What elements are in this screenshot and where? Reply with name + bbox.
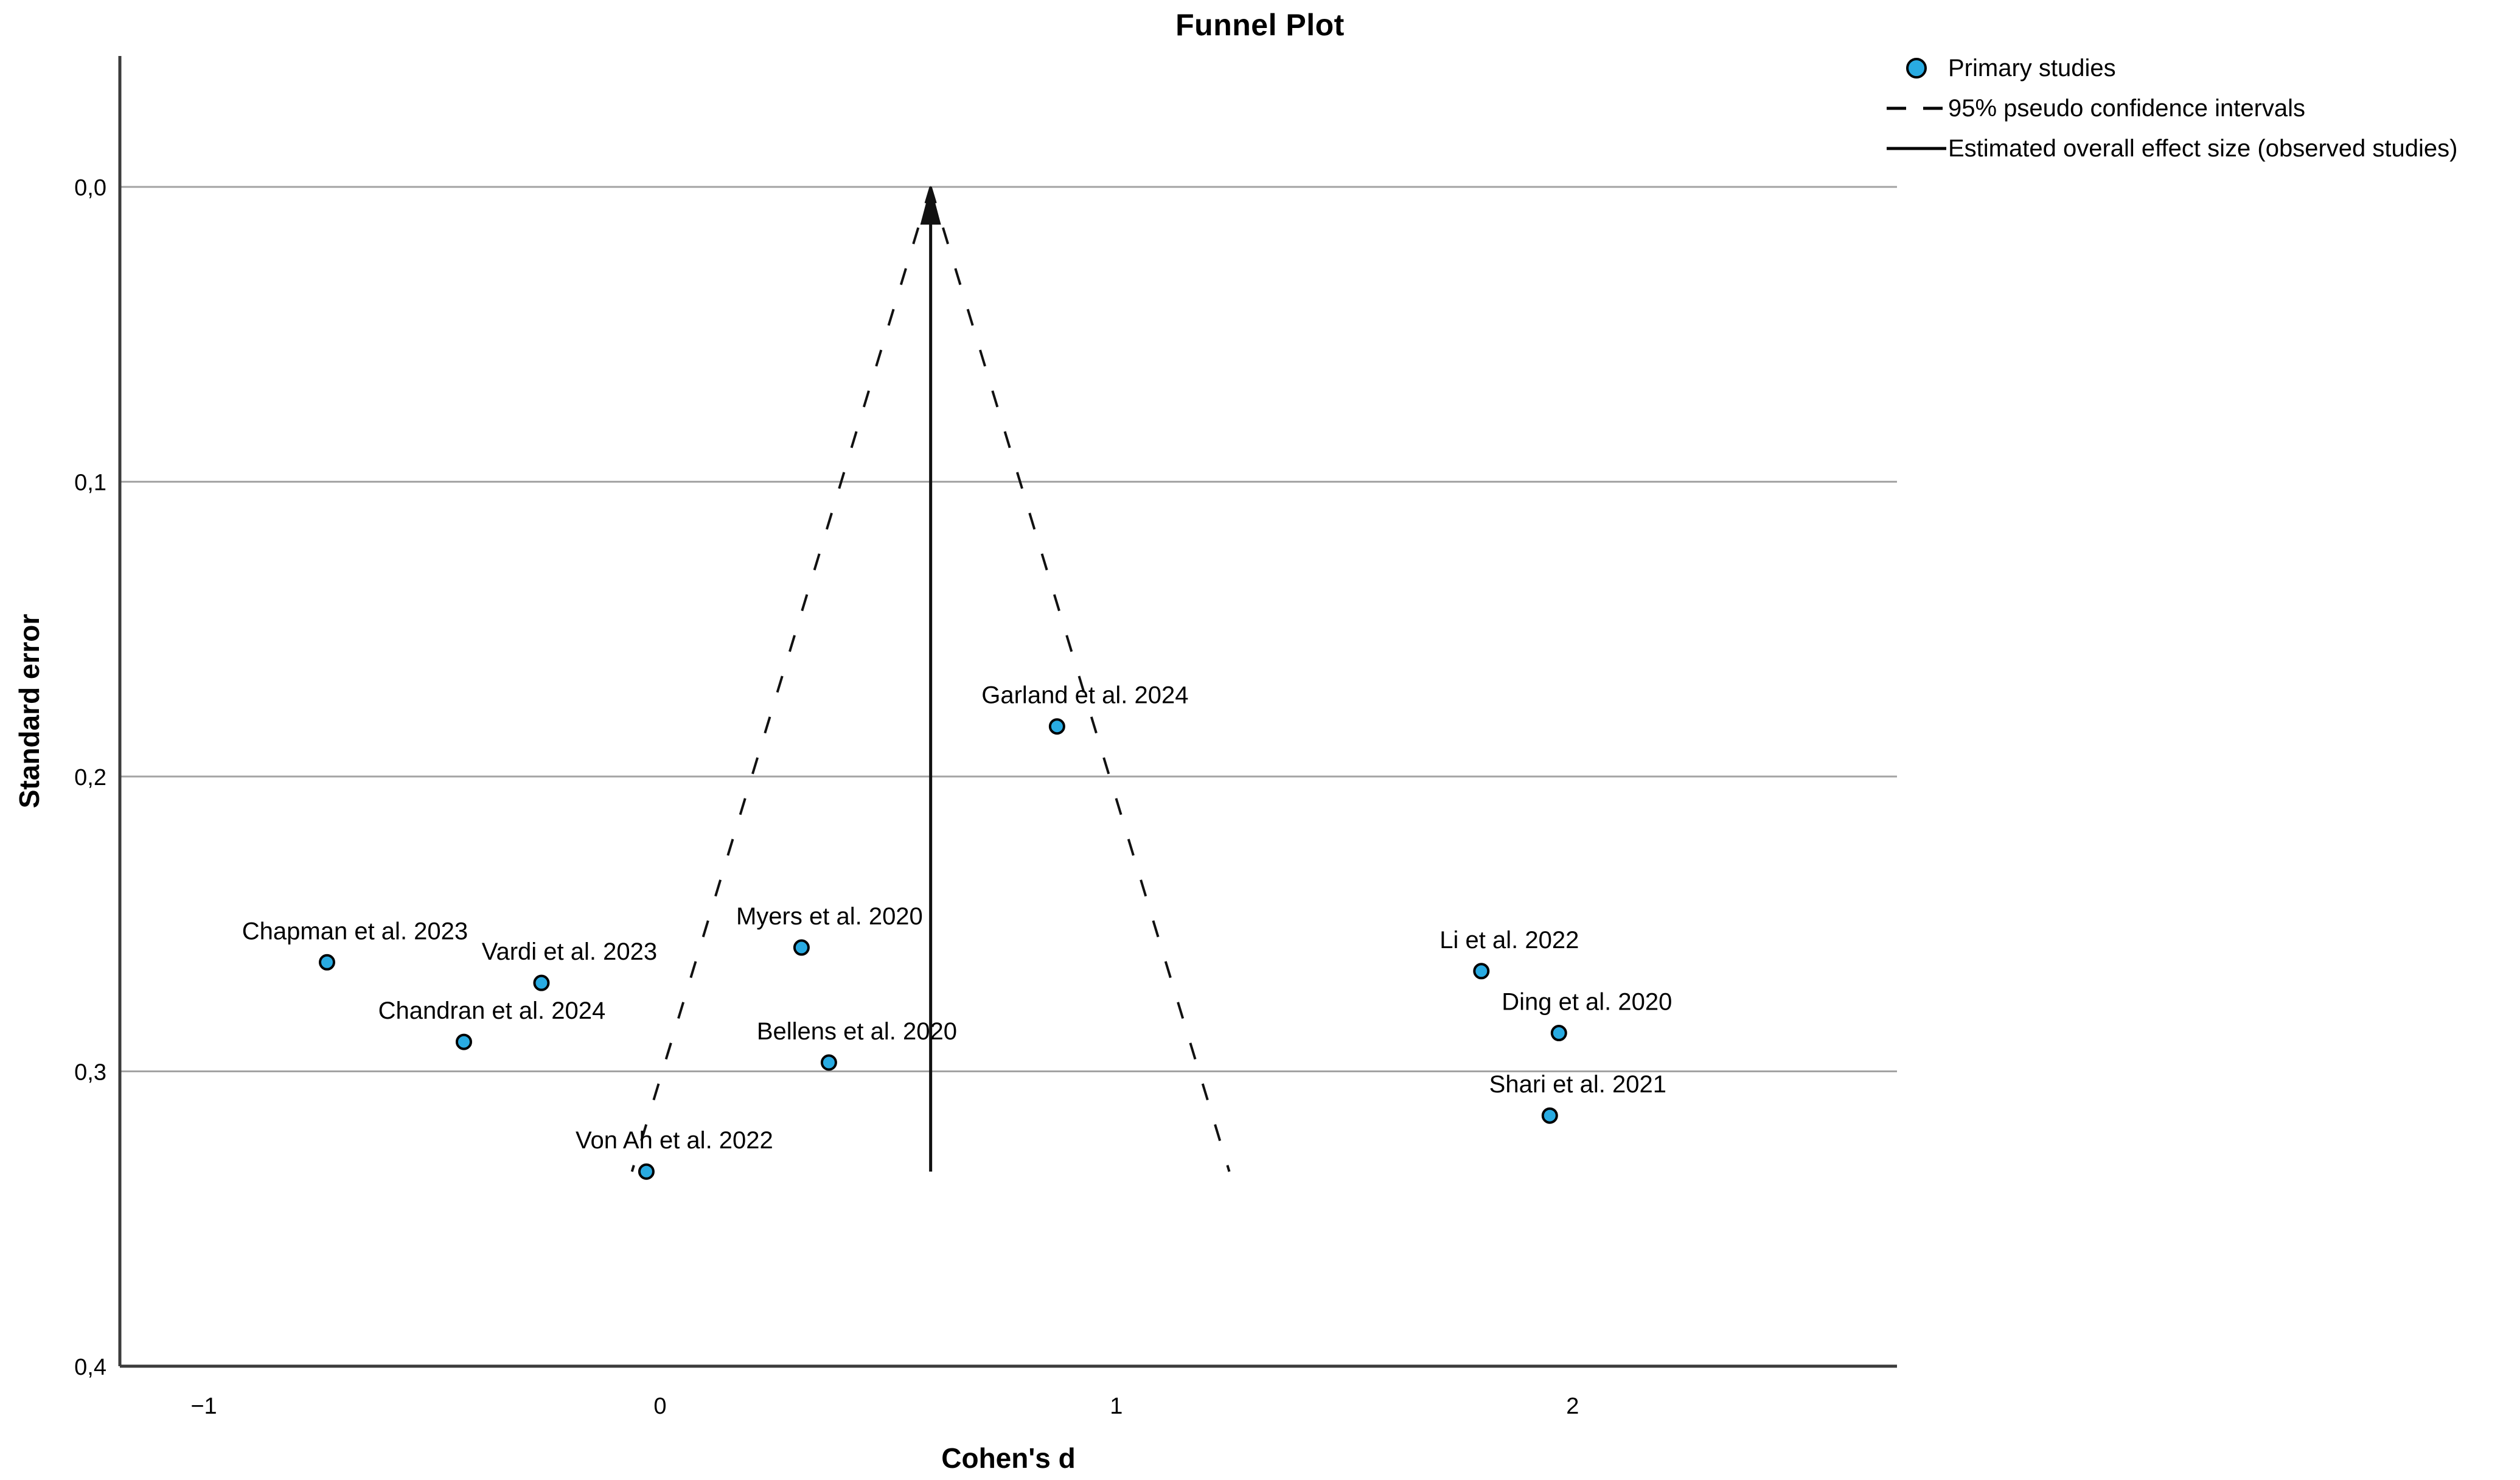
study-label: Garland et al. 2024 xyxy=(981,682,1188,709)
x-tick-label: 2 xyxy=(1566,1394,1579,1419)
legend-label-primary-studies: Primary studies xyxy=(1948,54,2116,82)
x-tick-label: 0 xyxy=(653,1394,666,1419)
x-tick-label: 1 xyxy=(1110,1394,1123,1419)
study-label: Shari et al. 2021 xyxy=(1489,1071,1666,1098)
study-label: Von Ah et al. 2022 xyxy=(576,1127,773,1154)
solid-line-icon xyxy=(1885,146,1948,151)
data-point-marker xyxy=(1541,1107,1558,1124)
legend: Primary studies 95% pseudo confidence in… xyxy=(1885,52,2520,164)
data-point-marker xyxy=(318,954,335,971)
funnel-dashed-left xyxy=(630,186,932,1172)
data-point-marker xyxy=(1550,1025,1567,1042)
legend-item-overall-effect: Estimated overall effect size (observed … xyxy=(1885,133,2520,164)
data-point-marker xyxy=(638,1163,655,1180)
y-tick-label: 0,1 xyxy=(74,470,106,496)
dashed-line-icon xyxy=(1885,106,1948,111)
data-point-marker xyxy=(1473,963,1490,980)
legend-label-overall-effect: Estimated overall effect size (observed … xyxy=(1948,134,2458,162)
funnel-dashed-right xyxy=(929,186,1231,1172)
y-axis-title: Standard error xyxy=(13,614,45,809)
legend-label-pseudo-ci: 95% pseudo confidence intervals xyxy=(1948,94,2306,122)
y-tick-label: 0,2 xyxy=(74,765,106,791)
study-label: Myers et al. 2020 xyxy=(736,903,923,930)
study-label: Vardi et al. 2023 xyxy=(482,938,657,965)
legend-item-primary-studies: Primary studies xyxy=(1885,52,2520,84)
data-point-marker xyxy=(1048,718,1065,735)
x-axis-title: Cohen's d xyxy=(941,1442,1076,1474)
study-label: Bellens et al. 2020 xyxy=(757,1018,957,1045)
data-point-marker xyxy=(455,1033,472,1050)
study-label: Chandran et al. 2024 xyxy=(378,997,606,1024)
study-label: Chapman et al. 2023 xyxy=(242,918,468,944)
study-label: Ding et al. 2020 xyxy=(1502,989,1672,1016)
data-point-marker xyxy=(820,1054,837,1071)
y-tick-label: 0,4 xyxy=(74,1355,106,1380)
x-tick-label: −1 xyxy=(190,1394,217,1419)
study-label: Li et al. 2022 xyxy=(1439,927,1579,954)
y-tick-label: 0,0 xyxy=(74,175,106,201)
legend-item-pseudo-ci: 95% pseudo confidence intervals xyxy=(1885,92,2520,124)
arrowhead-icon xyxy=(920,186,941,225)
data-point-marker xyxy=(533,974,550,991)
data-point-marker xyxy=(793,939,810,956)
circle-marker-icon xyxy=(1885,58,1948,79)
y-tick-label: 0,3 xyxy=(74,1060,106,1086)
page-title: Funnel Plot xyxy=(1175,8,1345,42)
